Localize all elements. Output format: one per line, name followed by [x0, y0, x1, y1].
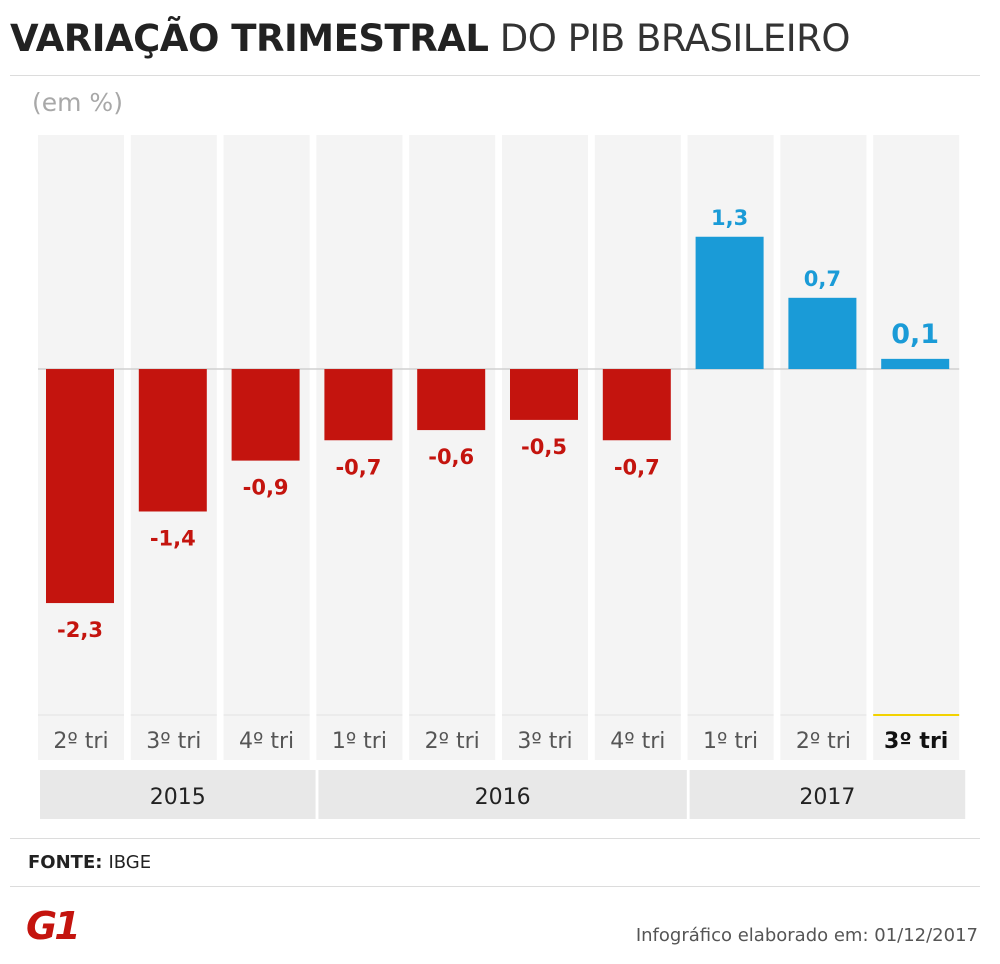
- column-bg: [409, 135, 496, 760]
- category-label: 3º tri: [884, 729, 948, 754]
- g1-logo-text: G1: [26, 905, 78, 945]
- category-label: 1º tri: [332, 729, 387, 754]
- column-bg: [780, 135, 867, 760]
- year-band: [40, 770, 316, 819]
- category-label: 4º tri: [239, 729, 294, 754]
- title-bold: VARIAÇÃO TRIMESTRAL: [10, 17, 489, 60]
- source-label: FONTE:: [28, 852, 103, 873]
- bar: [231, 369, 300, 461]
- bar: [510, 369, 578, 420]
- footer-divider-bottom: [10, 886, 980, 887]
- value-label: 1,3: [711, 206, 748, 230]
- value-label: -2,3: [57, 618, 103, 642]
- value-label: -0,7: [335, 455, 381, 479]
- title-divider: [10, 75, 980, 76]
- value-label: -0,6: [428, 445, 474, 469]
- category-label: 2º tri: [425, 729, 480, 754]
- value-label: -0,5: [521, 435, 567, 459]
- bar: [324, 369, 393, 441]
- category-label: 3º tri: [146, 729, 201, 754]
- year-band: [318, 770, 687, 819]
- unit-label: (em %): [32, 88, 123, 117]
- value-label: 0,7: [804, 267, 841, 291]
- year-label: 2016: [475, 785, 531, 810]
- source-note: FONTE: IBGE: [28, 852, 151, 873]
- column-bg: [316, 135, 403, 760]
- category-label: 2º tri: [53, 729, 108, 754]
- chart-title: VARIAÇÃO TRIMESTRAL DO PIB BRASILEIRO: [10, 14, 851, 64]
- value-label: -0,7: [614, 455, 660, 479]
- column-bg: [594, 135, 681, 760]
- column-bg: [873, 135, 960, 760]
- year-label: 2015: [150, 785, 206, 810]
- bar: [138, 369, 207, 512]
- category-label: 4º tri: [610, 729, 665, 754]
- value-label: -1,4: [150, 526, 196, 550]
- value-label: 0,1: [891, 319, 939, 350]
- title-light: DO PIB BRASILEIRO: [499, 17, 851, 60]
- year-band: [689, 770, 966, 819]
- bar: [602, 369, 671, 441]
- footer-divider-top: [10, 838, 980, 839]
- source-value: IBGE: [108, 852, 152, 873]
- bar: [788, 297, 857, 370]
- value-label: -0,9: [243, 476, 289, 500]
- bar: [46, 369, 114, 604]
- column-bg: [502, 135, 588, 760]
- category-label: 2º tri: [796, 729, 851, 754]
- bar: [881, 358, 950, 370]
- credit-text: Infográfico elaborado em: 01/12/2017: [635, 925, 978, 946]
- bar-chart: -2,3 2º tri -1,4 3º tri -0,9 4º tri -0,7 1º tri…: [38, 135, 966, 819]
- bar: [695, 236, 764, 370]
- g1-logo: G1: [26, 905, 81, 945]
- category-label: 3º tri: [517, 729, 572, 754]
- bar: [417, 369, 486, 431]
- year-label: 2017: [799, 785, 855, 810]
- category-label: 1º tri: [703, 729, 758, 754]
